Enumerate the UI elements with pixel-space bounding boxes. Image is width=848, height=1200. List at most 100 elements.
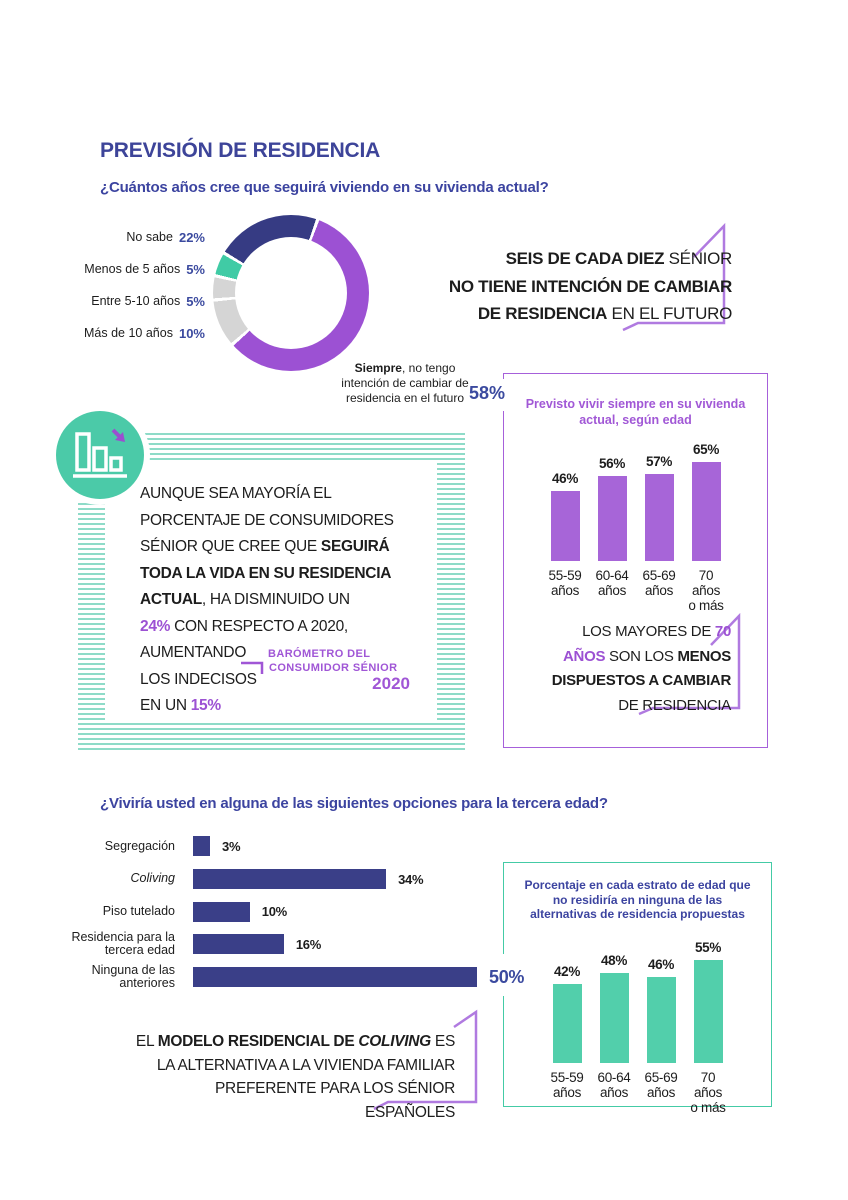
hbar-row: Coliving 34% bbox=[63, 863, 533, 896]
logo-year: 2020 bbox=[372, 674, 410, 693]
callout-text: SEGUIRÁ bbox=[320, 538, 390, 555]
corner-mark-icon bbox=[241, 661, 264, 674]
legend-label: Más de 10 años bbox=[84, 326, 173, 340]
bar-stack: 48% bbox=[599, 934, 629, 1063]
bar-value-label: 65% bbox=[692, 442, 720, 458]
callout-text: PORCENTAJE DE CONSUMIDORES bbox=[140, 511, 394, 529]
bar-value-label: 3% bbox=[222, 838, 241, 854]
callout-text: , HA DISMINUIDO UN bbox=[201, 591, 350, 608]
annotation-bold: Siempre bbox=[354, 361, 402, 375]
barometro-logo: BARÓMETRO DEL CONSUMIDOR SÉNIOR 2020 bbox=[240, 648, 410, 693]
hbar-category-label: Segregación bbox=[104, 838, 175, 853]
legend-item: Entre 5-10 años 5% bbox=[52, 285, 205, 317]
bar-column: 65% 70 años o más bbox=[684, 436, 728, 613]
donut-chart bbox=[213, 215, 369, 371]
bar-category-label: 65-69 años bbox=[644, 1070, 678, 1100]
callout-aunque-sea-mayoria: AUNQUE SEA MAYORÍA EL PORCENTAJE DE CONS… bbox=[140, 481, 435, 720]
bar-category-label: 60-64 años bbox=[597, 1070, 631, 1100]
callout-text: LOS MAYORES DE bbox=[582, 623, 715, 640]
legend-label: No sabe bbox=[126, 230, 173, 244]
legend-label: Entre 5-10 años bbox=[91, 294, 181, 308]
bar-stack: 42% bbox=[552, 934, 582, 1063]
highlight-15pct: 15% bbox=[190, 697, 221, 714]
bar-chart-siempre-por-edad: 46% 55-59 años 56% 60-64 años 57% 65-69 años 6… bbox=[504, 436, 767, 613]
legend-value: 5% bbox=[186, 293, 205, 309]
bar bbox=[693, 959, 723, 1063]
legend-value: 5% bbox=[186, 261, 205, 277]
callout-text: LOS INDECISOS bbox=[140, 670, 257, 688]
bar bbox=[193, 836, 211, 857]
donut-hole bbox=[235, 237, 347, 349]
bar-value-label: 34% bbox=[398, 871, 424, 887]
bar bbox=[193, 967, 477, 988]
bar-category-label: 70 años o más bbox=[690, 1070, 726, 1115]
callout-text: ACTUAL bbox=[140, 591, 202, 608]
question-1: ¿Cuántos años cree que seguirá viviendo … bbox=[100, 179, 549, 196]
hbar-category-label: Coliving bbox=[130, 871, 175, 886]
bracket-decoration bbox=[638, 612, 741, 716]
bar-value-label: 46% bbox=[551, 471, 579, 487]
legend-item: Más de 10 años 10% bbox=[52, 317, 205, 349]
bar-category-label: 65-69 años bbox=[642, 568, 676, 598]
bar-stack: 57% bbox=[644, 436, 674, 561]
bar-value-label: 48% bbox=[600, 953, 628, 968]
callout-text-coliving: COLIVING bbox=[358, 1033, 431, 1050]
callout-text: SEIS DE CADA DIEZ bbox=[505, 249, 665, 268]
panel-title: Previsto vivir siempre en su vivienda ac… bbox=[525, 397, 746, 427]
donut-legend: No sabe 22% Menos de 5 años 5% Entre 5-1… bbox=[52, 221, 205, 349]
bracket-decoration bbox=[622, 222, 726, 332]
bar-value-label: 10% bbox=[261, 904, 287, 920]
callout-text: SÉNIOR bbox=[664, 249, 733, 268]
callout-text: MODELO RESIDENCIAL DE bbox=[157, 1033, 359, 1050]
callout-modelo-coliving: EL MODELO RESIDENCIAL DE COLIVING ES LA … bbox=[125, 1030, 455, 1124]
bar-stack: 46% bbox=[646, 934, 676, 1063]
declining-bar-chart-icon bbox=[56, 411, 144, 499]
callout-text: NO TIENE INTENCIÓN DE CAMBIAR bbox=[448, 276, 732, 296]
bar-category-label: 55-59 años bbox=[548, 568, 582, 598]
bar-category-label: 70 años o más bbox=[688, 568, 724, 613]
bar-stack: 56% bbox=[597, 436, 627, 561]
hbar-category-label: Piso tutelado bbox=[102, 903, 175, 918]
declining-bar-chart-glyph bbox=[73, 428, 127, 478]
bar bbox=[646, 976, 676, 1063]
bar-column: 55% 70 años o más bbox=[686, 934, 730, 1115]
bar-value-label: 16% bbox=[295, 936, 321, 952]
hbar-category-label: Residencia para la tercera edad bbox=[71, 929, 175, 958]
legend-label: Menos de 5 años bbox=[84, 262, 181, 276]
callout-text: AUNQUE SEA MAYORÍA EL bbox=[140, 485, 332, 502]
bar bbox=[193, 901, 250, 922]
hbar-row: Piso tutelado 10% bbox=[63, 895, 533, 928]
donut-annotation: Siempre, no tengo intención de cambiar d… bbox=[334, 361, 476, 406]
bar bbox=[644, 474, 674, 561]
bar-stack: 46% bbox=[550, 436, 580, 561]
bar-category-label: 55-59 años bbox=[550, 1070, 584, 1100]
border-gap bbox=[498, 954, 507, 996]
bar-category-label: 60-64 años bbox=[595, 568, 629, 598]
highlight-24pct: 24% bbox=[140, 617, 171, 635]
callout-seis-de-cada-diez: SEIS DE CADA DIEZ SÉNIOR NO TIENE INTENC… bbox=[430, 245, 732, 328]
legend-item: No sabe 22% bbox=[52, 221, 205, 253]
border-gap bbox=[498, 379, 507, 411]
callout-text: EN UN bbox=[140, 697, 191, 714]
bar-value-label: 57% bbox=[645, 454, 673, 470]
bar bbox=[599, 973, 629, 1063]
bar-column: 46% 55-59 años bbox=[543, 436, 587, 613]
logo-line1: BARÓMETRO DEL bbox=[268, 648, 371, 660]
bar-column: 46% 65-69 años bbox=[639, 934, 683, 1115]
page-title: PREVISIÓN DE RESIDENCIA bbox=[100, 139, 381, 162]
legend-value: 10% bbox=[178, 325, 205, 341]
bar bbox=[691, 462, 721, 561]
callout-panel bbox=[105, 460, 437, 722]
bar-column: 48% 60-64 años bbox=[592, 934, 636, 1115]
bar-value-label: 56% bbox=[598, 455, 626, 471]
bar-stack: 65% bbox=[691, 436, 721, 561]
callout-text: SON LOS bbox=[605, 647, 678, 665]
panel-no-residiria-por-edad: Porcentaje en cada estrato de edad que n… bbox=[503, 862, 772, 1115]
callout-text: EN EL FUTURO bbox=[607, 304, 733, 323]
bar-column: 42% 55-59 años bbox=[545, 934, 589, 1115]
callout-text: CON RESPECTO A 2020, bbox=[170, 617, 348, 635]
callout-text: MENOS bbox=[677, 647, 731, 665]
bar bbox=[193, 934, 284, 955]
pct-siempre-58: 58% bbox=[468, 383, 505, 403]
